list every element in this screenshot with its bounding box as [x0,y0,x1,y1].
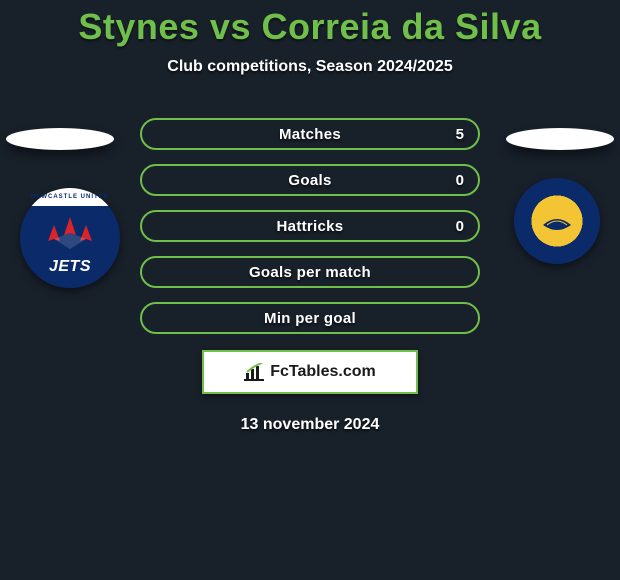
stat-label: Goals [288,172,331,189]
mariners-icon [537,201,577,241]
stat-value-right: 5 [456,126,464,143]
brand-panel: FcTables.com [202,350,418,394]
right-player-pill [506,128,614,150]
stat-label: Hattricks [277,218,344,235]
badge-left-text-top: NEWCASTLE UNITED [20,194,120,200]
stat-row: Goals per match [140,256,480,288]
central-coast-mariners-badge [514,178,600,264]
date-text: 13 november 2024 [0,416,620,434]
badge-left-text-bottom: JETS [20,258,120,276]
brand-text: FcTables.com [270,363,376,381]
stat-label: Matches [279,126,341,143]
stat-row: Matches 5 [140,118,480,150]
stat-value-right: 0 [456,172,464,189]
left-player-pill [6,128,114,150]
jets-icon [40,215,100,261]
stat-row: Goals 0 [140,164,480,196]
stat-row: Hattricks 0 [140,210,480,242]
page-title: Stynes vs Correia da Silva [0,0,620,48]
stat-value-right: 0 [456,218,464,235]
newcastle-jets-badge: NEWCASTLE UNITED JETS [20,188,120,288]
subtitle: Club competitions, Season 2024/2025 [0,58,620,76]
stat-label: Min per goal [264,310,356,327]
bar-chart-icon [244,363,264,381]
stat-row: Min per goal [140,302,480,334]
stat-label: Goals per match [249,264,371,281]
